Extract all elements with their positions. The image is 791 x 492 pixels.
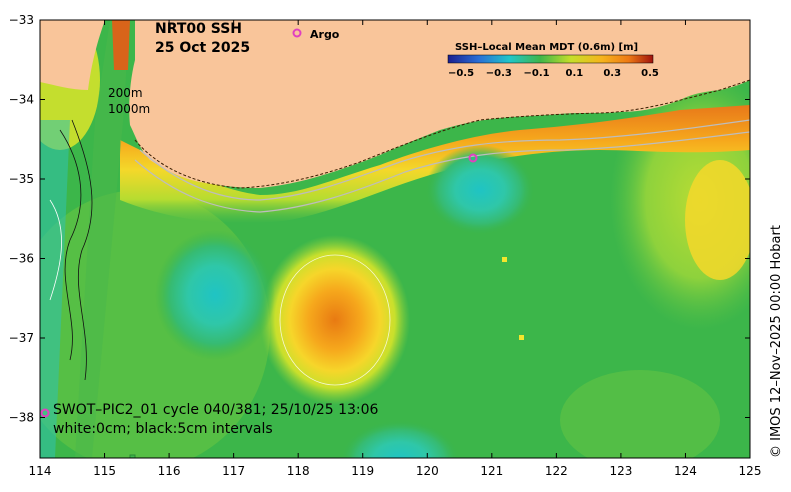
swot-swath (75, 20, 128, 458)
credit-text: © IMOS 12–Nov–2025 00:00 Hobart (769, 225, 784, 458)
cold-eddy-south (340, 420, 460, 458)
swot-annotation: SWOT–PIC2_01 cycle 040/381; 25/10/25 13:… (53, 402, 379, 418)
colorbar-tick-label: −0.3 (486, 68, 512, 79)
ocean-zone-southeast (560, 370, 720, 458)
x-tick-label: 114 (29, 464, 52, 478)
drifter-marker[interactable] (502, 257, 507, 262)
colorbar-ticks: −0.5 −0.3 −0.1 0.1 0.3 0.5 (448, 68, 659, 79)
colorbar-title: SSH–Local Mean MDT (0.6m) [m] (455, 42, 638, 53)
y-tick-label: −33 (9, 13, 34, 27)
drifter-marker[interactable] (519, 335, 524, 340)
x-tick-label: 125 (739, 464, 762, 478)
depth-label-200m: 200m (108, 86, 143, 100)
x-tick-label: 115 (93, 464, 116, 478)
plot-frame (39, 19, 751, 459)
drifter-marker[interactable] (129, 454, 136, 459)
x-tick-label: 120 (416, 464, 439, 478)
argo-float[interactable] (468, 153, 478, 163)
swot-swath-cyan (40, 120, 70, 458)
contour-annotation: white:0cm; black:5cm intervals (53, 421, 273, 437)
x-tick-label: 117 (222, 464, 245, 478)
isobath-1000m (134, 131, 750, 213)
contour-white (279, 254, 391, 386)
y-axis: −33 −34 −35 −36 −37 −38 (9, 13, 750, 425)
x-tick-label: 116 (158, 464, 181, 478)
y-tick-label: −36 (9, 252, 34, 266)
y-tick-label: −34 (9, 93, 34, 107)
x-tick-label: 119 (351, 464, 374, 478)
y-tick-label: −35 (9, 172, 34, 186)
isobath-200m (139, 119, 750, 201)
argo-float[interactable] (40, 408, 50, 418)
colorbar (447, 54, 654, 64)
colorbar-tick-label: −0.1 (524, 68, 550, 79)
x-tick-label: 124 (674, 464, 697, 478)
coastline (134, 79, 750, 189)
argo-legend-icon (292, 28, 302, 38)
contour-black (71, 119, 93, 381)
depth-label-1000m: 1000m (108, 102, 150, 116)
x-tick-label: 123 (609, 464, 632, 478)
contour-white (49, 199, 62, 301)
x-tick-label: 118 (287, 464, 310, 478)
colorbar-tick-label: 0.1 (566, 68, 584, 79)
x-tick-label: 121 (480, 464, 503, 478)
y-tick-label: −38 (9, 411, 34, 425)
map-title-line2: 25 Oct 2025 (155, 40, 250, 56)
warm-patch-east (685, 160, 750, 280)
map-title-line1: NRT00 SSH (155, 21, 242, 37)
swot-swath-warm (112, 20, 130, 70)
y-tick-label: −37 (9, 331, 34, 345)
land-northwest (40, 20, 105, 90)
x-tick-label: 122 (545, 464, 568, 478)
argo-legend-label: Argo (310, 28, 340, 41)
warm-eddy (260, 235, 410, 405)
cold-eddy-east (425, 145, 535, 235)
colorbar-tick-label: 0.3 (603, 68, 621, 79)
colorbar-tick-label: −0.5 (448, 68, 474, 79)
contour-black (59, 129, 82, 361)
x-axis: 114 115 116 117 118 119 120 121 122 123 124 125 (29, 20, 762, 478)
cold-eddy-west (155, 230, 275, 360)
colorbar-tick-label: 0.5 (641, 68, 659, 79)
